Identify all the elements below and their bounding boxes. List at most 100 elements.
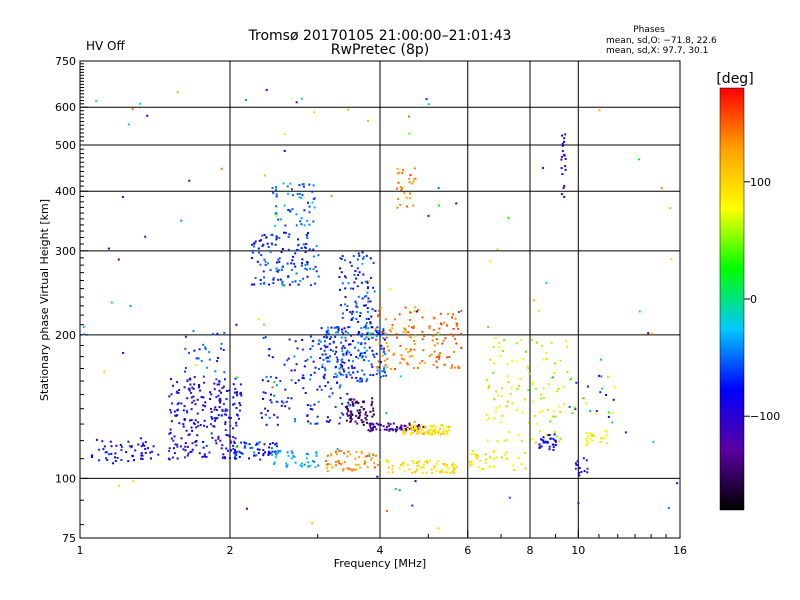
- data-point: [336, 381, 339, 384]
- data-point: [447, 313, 450, 316]
- data-point: [306, 275, 309, 278]
- data-point: [413, 427, 416, 430]
- data-point: [378, 366, 381, 369]
- data-point: [141, 458, 144, 461]
- data-point: [279, 380, 282, 383]
- data-point: [434, 425, 437, 428]
- data-point: [381, 354, 384, 357]
- data-point: [232, 447, 235, 450]
- data-point: [446, 464, 448, 467]
- data-point: [266, 409, 269, 412]
- data-point: [382, 375, 385, 377]
- data-point: [173, 435, 176, 438]
- data-point: [318, 368, 320, 370]
- data-point: [550, 377, 553, 380]
- data-point: [429, 425, 432, 427]
- data-point: [441, 342, 444, 345]
- data-point: [531, 438, 534, 441]
- data-point: [407, 427, 409, 430]
- data-point: [128, 443, 131, 446]
- data-point: [311, 408, 314, 411]
- data-point: [490, 456, 493, 459]
- data-point: [224, 423, 227, 426]
- data-point: [372, 374, 375, 377]
- data-point: [144, 441, 147, 444]
- data-point: [252, 251, 254, 254]
- data-point: [197, 421, 200, 424]
- data-point: [408, 423, 411, 426]
- data-point: [395, 430, 397, 433]
- data-point: [199, 424, 202, 426]
- data-point: [281, 280, 284, 283]
- data-point: [571, 412, 574, 415]
- data-point: [351, 401, 354, 404]
- data-point: [326, 360, 329, 363]
- data-point: [416, 366, 419, 369]
- data-point: [391, 327, 394, 330]
- data-point: [506, 375, 509, 378]
- data-point: [344, 336, 347, 339]
- data-point: [157, 453, 160, 456]
- data-point: [171, 456, 174, 459]
- data-point: [366, 378, 369, 381]
- data-point: [546, 441, 549, 444]
- data-point: [188, 377, 191, 380]
- data-point: [186, 445, 189, 448]
- data-point: [452, 334, 455, 337]
- data-point: [412, 340, 415, 342]
- data-point: [489, 465, 492, 468]
- data-point: [312, 360, 315, 363]
- data-point: [365, 349, 368, 352]
- data-point: [273, 462, 276, 465]
- data-point: [220, 391, 222, 394]
- data-point: [379, 429, 382, 431]
- data-point: [366, 291, 369, 294]
- data-point: [560, 167, 563, 170]
- data-point: [506, 439, 509, 442]
- data-point: [264, 407, 267, 410]
- data-point: [355, 468, 358, 471]
- data-point: [408, 177, 411, 180]
- data-point: [477, 455, 480, 458]
- data-point: [538, 411, 541, 414]
- data-point: [408, 132, 411, 135]
- data-point: [453, 366, 456, 369]
- data-point: [563, 137, 566, 140]
- data-point: [413, 343, 416, 345]
- data-point: [585, 444, 588, 447]
- data-point: [214, 419, 217, 422]
- data-point: [235, 323, 238, 326]
- data-point: [515, 342, 518, 345]
- data-point: [185, 409, 188, 412]
- data-point: [170, 437, 173, 440]
- data-point: [221, 387, 224, 390]
- data-point: [364, 355, 367, 358]
- data-point: [431, 339, 434, 342]
- data-point: [318, 339, 321, 342]
- data-point: [280, 268, 283, 271]
- data-point: [323, 336, 325, 339]
- colorbar: [719, 87, 745, 511]
- data-point: [304, 246, 306, 249]
- data-point: [416, 462, 419, 464]
- data-point: [418, 423, 420, 426]
- data-point: [325, 332, 328, 335]
- data-point: [515, 360, 518, 363]
- data-point: [326, 356, 329, 359]
- data-point: [492, 371, 495, 374]
- data-point: [402, 461, 405, 464]
- data-point: [327, 329, 330, 332]
- data-point: [488, 465, 491, 468]
- data-point: [190, 392, 193, 394]
- x-axis-label: Frequency [MHz]: [334, 557, 426, 570]
- data-point: [224, 413, 226, 416]
- data-point: [403, 470, 406, 473]
- data-point: [388, 429, 391, 432]
- data-point: [184, 442, 187, 445]
- data-point: [168, 447, 171, 450]
- data-point: [217, 414, 220, 417]
- data-point: [340, 271, 343, 274]
- data-point: [285, 400, 288, 403]
- data-point: [339, 304, 342, 307]
- data-point: [341, 331, 344, 334]
